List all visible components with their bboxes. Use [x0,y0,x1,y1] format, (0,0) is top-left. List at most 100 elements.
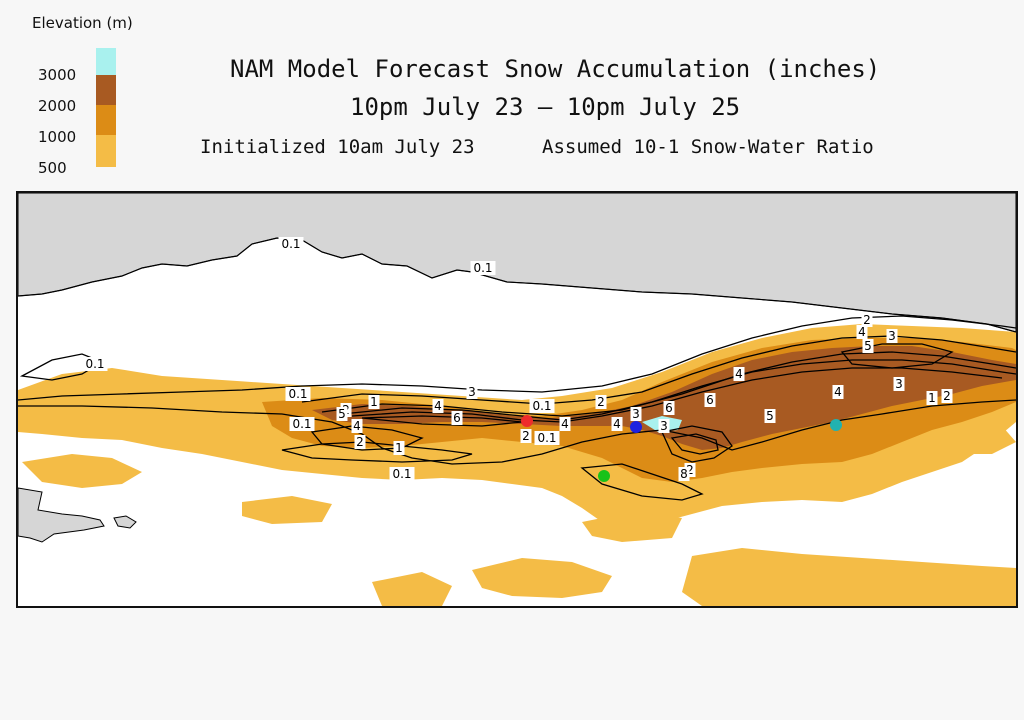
contour-3-east [840,343,954,369]
ratio-note: Assumed 10-1 Snow-Water Ratio [542,136,874,158]
island-left [18,487,105,543]
contour-0.1-fringe [580,463,704,501]
blue-location-marker[interactable] [630,421,642,433]
contour-label: 3 [886,329,898,343]
contour-0.1-south [18,399,1016,465]
contour-5-loop [670,433,719,455]
red-location-marker[interactable] [521,415,533,427]
green-location-marker[interactable] [598,470,610,482]
contour-label: 1 [393,441,405,455]
contour-label: 0.1 [389,467,415,481]
contour-label: 0.1 [529,399,555,413]
legend-swatch-1000 [96,105,116,135]
elevation-legend: Elevation (m) 3000 2000 1000 500 [20,8,180,188]
snow-contours [18,315,1016,501]
contour-3-loop [661,425,733,463]
contour-label: 0.1 [289,417,315,431]
elev-500-west-1 [22,454,142,488]
contour-label: 5 [862,339,874,353]
elev-500-south-3 [372,572,452,606]
svg-text:5: 5 [766,409,774,423]
svg-text:3: 3 [468,385,476,399]
svg-text:2: 2 [597,395,605,409]
contour-label: 3 [658,419,670,433]
legend-title: Elevation (m) [32,14,133,32]
elevation-shading [18,324,1016,606]
svg-text:4: 4 [735,367,743,381]
contour-label: 4 [432,399,444,413]
contour-labels: 0.10.10.10.10.10.10.10.11112222222333334… [82,237,953,481]
svg-text:0.1: 0.1 [532,399,551,413]
contour-2 [321,351,1016,417]
svg-text:1: 1 [370,395,378,409]
svg-text:4: 4 [434,399,442,413]
contour-label: 0.1 [470,261,496,275]
contour-label: 3 [466,385,478,399]
svg-text:3: 3 [660,419,668,433]
svg-text:4: 4 [834,385,842,399]
header: NAM Model Forecast Snow Accumulation (in… [180,0,960,180]
svg-text:5: 5 [338,407,346,421]
contour-label: 3 [630,407,642,421]
svg-text:5: 5 [864,339,872,353]
svg-text:0.1: 0.1 [288,387,307,401]
contour-label: 1 [926,391,938,405]
elev-500-south-2 [682,548,1016,606]
svg-text:6: 6 [453,411,461,425]
initialized-note: Initialized 10am July 23 [200,136,475,158]
svg-text:3: 3 [632,407,640,421]
contour-label: 4 [611,417,623,431]
svg-text:6: 6 [665,401,673,415]
svg-text:6: 6 [706,393,714,407]
contour-label: 4 [733,367,745,381]
legend-swatch-500 [96,135,116,167]
contour-label: 0.1 [534,431,560,445]
svg-text:4: 4 [353,419,361,433]
contour-label: 2 [520,429,532,443]
svg-text:4: 4 [613,417,621,431]
contour-label: 8 [678,467,690,481]
teal-location-marker[interactable] [830,419,842,431]
svg-text:0.1: 0.1 [537,431,556,445]
coastline [18,237,1016,333]
svg-text:0.1: 0.1 [473,261,492,275]
svg-text:0.1: 0.1 [392,467,411,481]
svg-text:8: 8 [680,467,688,481]
contour-label: 0.1 [285,387,311,401]
contour-label: 2 [941,389,953,403]
svg-text:2: 2 [522,429,530,443]
svg-text:1: 1 [928,391,936,405]
legend-swatch-3000 [96,48,116,75]
map-canvas: 0.10.10.10.10.10.10.10.11112222222333334… [18,193,1016,606]
contour-label: 5 [336,407,348,421]
contour-label: 4 [856,325,868,339]
elev-500-mid-1 [242,496,332,524]
location-markers [521,415,842,482]
map-title: NAM Model Forecast Snow Accumulation (in… [230,55,881,83]
contour-label: 1 [368,395,380,409]
contour-label: 2 [595,395,607,409]
svg-text:1: 1 [395,441,403,455]
contour-label: 2 [861,313,873,327]
svg-text:2: 2 [943,389,951,403]
contour-label: 5 [764,409,776,423]
legend-label-1000: 1000 [38,128,77,146]
elev-500-mid-2 [582,512,682,542]
svg-text:2: 2 [863,313,871,327]
contour-label: 6 [704,393,716,407]
legend-swatch-2000 [96,75,116,105]
map-subtitle: 10pm July 23 — 10pm July 25 [350,93,741,121]
contour-1-south [281,441,473,463]
contour-label: 4 [559,417,571,431]
contour-label: 2 [354,435,366,449]
legend-label-2000: 2000 [38,97,77,115]
island-small [113,515,137,529]
contour-label: 4 [832,385,844,399]
contour-label: 6 [663,401,675,415]
contour-label: 0.1 [82,357,108,371]
snow-forecast-map[interactable]: 0.10.10.10.10.10.10.10.11112222222333334… [16,191,1018,608]
svg-text:3: 3 [895,377,903,391]
contour-label: 3 [893,377,905,391]
legend-label-500: 500 [38,159,67,177]
svg-text:3: 3 [888,329,896,343]
